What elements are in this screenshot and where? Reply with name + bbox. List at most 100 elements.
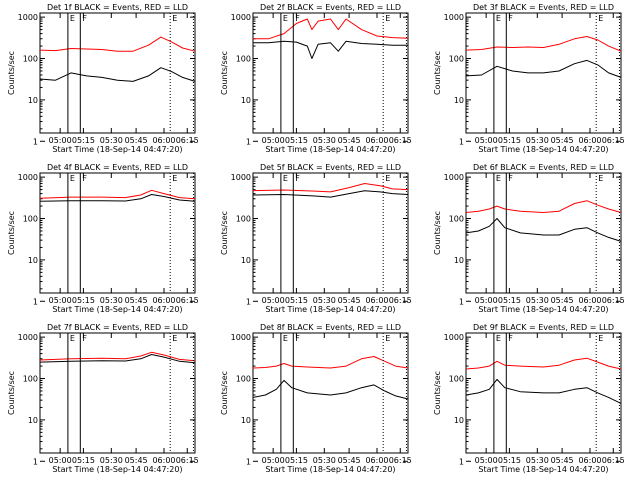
x-tick-label: 06:00 (578, 296, 601, 305)
panel-1: Det 1f BLACK = Events, RED = LLD 1 10 100 10… (7, 3, 199, 154)
time-marker-label: F (295, 14, 300, 23)
time-marker-label: E (283, 14, 288, 23)
y-tick-label: 10 (454, 96, 464, 105)
panel-4: Det 4f BLACK = Events, RED = LLD 1 10 100 10… (7, 163, 199, 314)
x-tick-label: 05:30 (100, 456, 123, 465)
time-marker-label: E (70, 14, 75, 23)
y-tick-label: 1 (459, 457, 464, 466)
plot-frame (465, 12, 622, 134)
y-tick-label: 1000 (231, 333, 251, 342)
x-tick-label: 05:30 (313, 136, 336, 145)
panel-title: Det 3f BLACK = Events, RED = LLD (473, 3, 614, 12)
panel-5: Det 5f BLACK = Events, RED = LLD 1 10 100 10… (220, 163, 412, 314)
panel-title: Det 7f BLACK = Events, RED = LLD (47, 323, 188, 332)
series-events (252, 379, 409, 400)
x-tick-label: 06:00 (365, 136, 388, 145)
time-marker-label: E (70, 174, 75, 183)
y-tick-label: 100 (449, 215, 464, 224)
x-tick-label: 06:00 (152, 296, 175, 305)
x-tick-label: 05:30 (100, 136, 123, 145)
x-tick-label: 06:00 (578, 456, 601, 465)
time-marker-label: E (598, 174, 603, 183)
panel-title: Det 4f BLACK = Events, RED = LLD (47, 163, 188, 172)
y-tick-label: 10 (454, 416, 464, 425)
series-lld (39, 189, 196, 200)
time-marker-label: E (172, 174, 177, 183)
y-tick-label: 100 (449, 375, 464, 384)
y-axis-label: Counts/sec (7, 211, 16, 255)
time-marker-label: E (172, 334, 177, 343)
x-tick-label: 05:15 (285, 136, 308, 145)
x-tick-label: 06:15 (176, 456, 199, 465)
x-tick-label: 05:00 (262, 136, 285, 145)
series-events (253, 40, 408, 59)
time-marker-label: E (283, 174, 288, 183)
x-axis-label: Start Time (18-Sep-14 04:47:20) (478, 145, 608, 154)
y-tick-label: 10 (241, 416, 251, 425)
panel-title: Det 1f BLACK = Events, RED = LLD (47, 3, 188, 12)
x-tick-label: 06:00 (152, 456, 175, 465)
time-marker-label: F (82, 14, 87, 23)
panel-6: Det 6f BLACK = Events, RED = LLD 1 10 100 10… (433, 163, 625, 314)
y-tick-label: 10 (454, 256, 464, 265)
x-tick-label: 05:30 (313, 296, 336, 305)
time-marker-label: E (385, 174, 390, 183)
time-marker-label: F (295, 334, 300, 343)
y-axis-label: Counts/sec (433, 51, 442, 95)
time-marker-label: F (508, 174, 513, 183)
x-tick-label: 06:15 (176, 296, 199, 305)
time-marker-label: E (70, 334, 75, 343)
x-tick-label: 05:00 (262, 296, 285, 305)
y-tick-label: 1000 (18, 333, 38, 342)
y-tick-label: 1 (459, 137, 464, 146)
y-tick-label: 10 (241, 96, 251, 105)
x-tick-label: 06:15 (389, 136, 412, 145)
y-tick-label: 10 (28, 96, 38, 105)
x-tick-label: 05:30 (526, 296, 549, 305)
x-tick-label: 06:15 (389, 296, 412, 305)
series-events (39, 194, 196, 202)
x-tick-label: 05:30 (100, 296, 123, 305)
series-events (465, 59, 622, 78)
x-tick-label: 05:45 (125, 456, 148, 465)
panel-title: Det 9f BLACK = Events, RED = LLD (473, 323, 614, 332)
x-tick-label: 05:15 (72, 136, 95, 145)
x-tick-label: 05:00 (475, 136, 498, 145)
y-tick-label: 100 (23, 375, 38, 384)
panel-title: Det 6f BLACK = Events, RED = LLD (473, 163, 614, 172)
y-axis-label: Counts/sec (433, 371, 442, 415)
x-axis-label: Start Time (18-Sep-14 04:47:20) (265, 305, 395, 314)
panel-title: Det 8f BLACK = Events, RED = LLD (260, 323, 401, 332)
x-tick-label: 05:45 (338, 456, 361, 465)
y-tick-label: 1000 (231, 173, 251, 182)
time-marker-label: E (598, 14, 603, 23)
time-marker-label: F (508, 14, 513, 23)
x-axis-label: Start Time (18-Sep-14 04:47:20) (265, 145, 395, 154)
x-tick-label: 05:15 (498, 136, 521, 145)
y-tick-label: 1 (33, 457, 38, 466)
x-tick-label: 05:30 (313, 456, 336, 465)
x-tick-label: 05:15 (72, 456, 95, 465)
plot-frame (39, 172, 196, 294)
y-tick-label: 10 (28, 256, 38, 265)
time-marker-label: E (598, 334, 603, 343)
y-tick-label: 100 (23, 215, 38, 224)
panel-8: Det 8f BLACK = Events, RED = LLD 1 10 100 10… (220, 323, 412, 474)
time-marker-label: E (496, 14, 501, 23)
plot-frame (252, 12, 409, 134)
x-tick-label: 06:15 (602, 136, 625, 145)
panel-3: Det 3f BLACK = Events, RED = LLD 1 10 100 10… (433, 3, 625, 154)
x-tick-label: 05:00 (49, 296, 72, 305)
series-events (39, 354, 196, 364)
y-tick-label: 1000 (18, 13, 38, 22)
x-tick-label: 06:15 (602, 456, 625, 465)
time-marker-label: F (295, 174, 300, 183)
series-lld (39, 351, 196, 362)
series-events (465, 378, 622, 404)
y-axis-label: Counts/sec (7, 51, 16, 95)
panel-7: Det 7f BLACK = Events, RED = LLD 1 10 100 10… (7, 323, 199, 474)
y-axis-label: Counts/sec (220, 51, 229, 95)
x-tick-label: 05:15 (285, 296, 308, 305)
x-tick-label: 05:00 (49, 456, 72, 465)
y-tick-label: 100 (236, 215, 251, 224)
